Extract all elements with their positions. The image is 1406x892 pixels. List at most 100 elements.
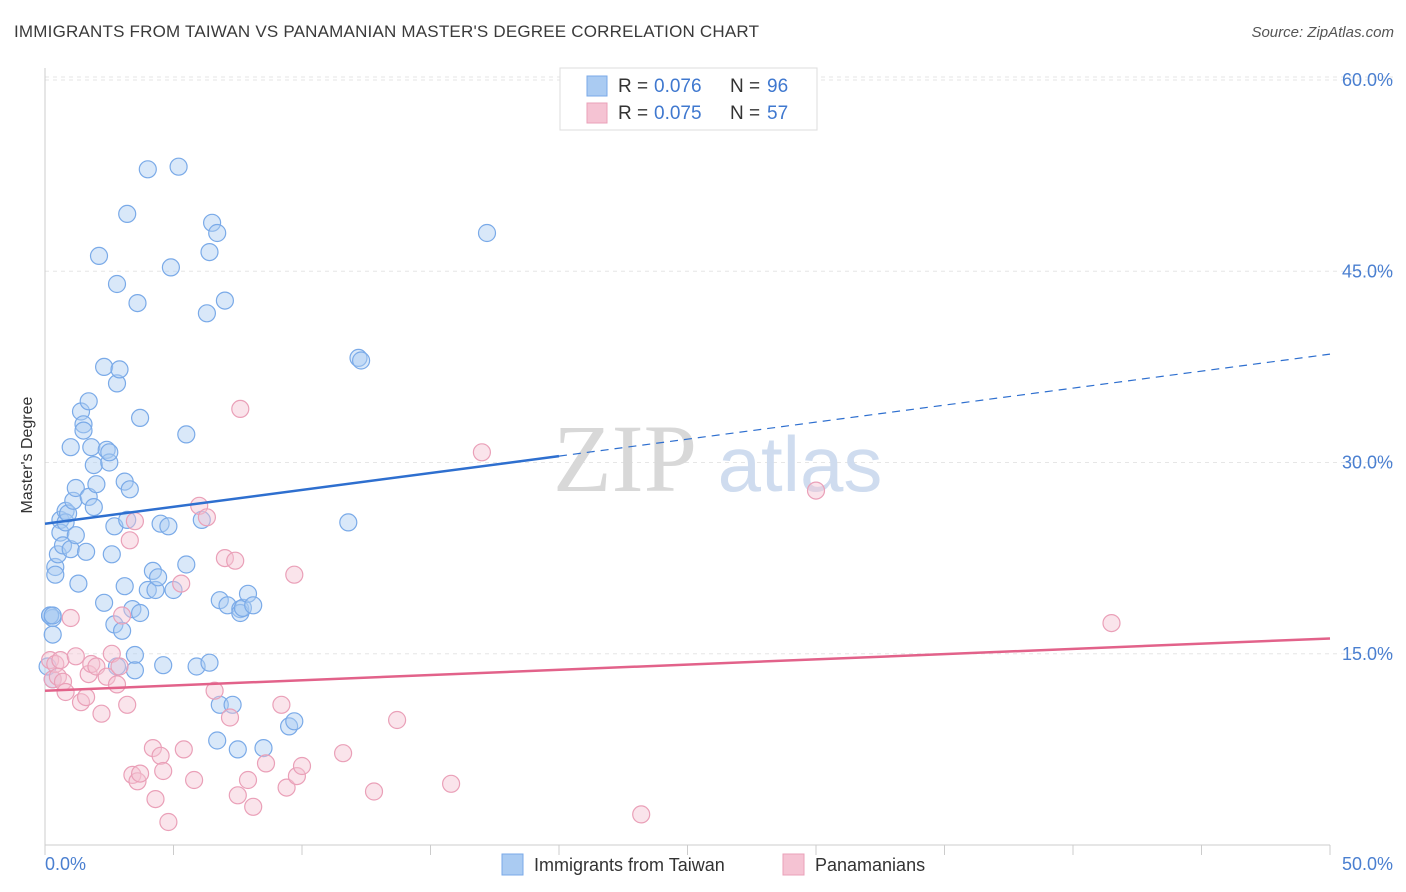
source-label: Source: ZipAtlas.com (1251, 24, 1394, 41)
trend-line-panamanians (44, 637, 1331, 692)
series-taiwan (38, 157, 497, 759)
data-point (256, 754, 276, 773)
grid (45, 76, 1393, 655)
data-point (197, 304, 216, 323)
data-point (364, 782, 384, 801)
bottom-legend-label-taiwan: Immigrants from Taiwan (534, 855, 725, 875)
data-point (112, 606, 132, 625)
data-point (472, 443, 491, 462)
legend-n-value-taiwan: 96 (767, 76, 788, 97)
data-point (388, 710, 407, 730)
y-tick-label: 30.0% (1342, 453, 1393, 473)
data-point (118, 510, 137, 530)
y-tick-label: 45.0% (1342, 261, 1393, 281)
data-point (102, 545, 121, 564)
data-point (238, 584, 258, 603)
x-tick-label: 50.0% (1342, 854, 1393, 874)
data-point (43, 606, 62, 625)
data-point (272, 695, 291, 714)
data-point (149, 568, 168, 587)
trend-line-taiwan (44, 454, 560, 525)
data-point (177, 425, 196, 444)
data-point (61, 608, 80, 628)
data-point (208, 731, 227, 750)
data-point (107, 374, 127, 393)
data-point (244, 797, 263, 816)
data-point (192, 510, 211, 530)
data-point (125, 661, 144, 680)
data-point (174, 740, 193, 759)
data-point (74, 415, 93, 434)
legend-swatch-taiwan (586, 75, 608, 97)
data-point (89, 246, 109, 265)
data-point (477, 223, 497, 243)
tick-labels: 15.0% 30.0% 45.0% 60.0% 0.0% 50.0% (45, 70, 1393, 874)
watermark: ZIP atlas (553, 405, 882, 512)
data-point (339, 513, 358, 532)
data-point (43, 625, 62, 644)
data-point (74, 421, 93, 440)
data-point (280, 717, 299, 736)
legend-r-value-panamanians: 0.075 (654, 103, 702, 124)
data-point (131, 603, 150, 623)
data-point (84, 498, 103, 517)
data-point (285, 712, 304, 731)
data-point (161, 258, 180, 277)
data-point (254, 738, 273, 758)
bottom-legend-swatch-panamanians (782, 853, 805, 876)
data-point (125, 645, 144, 665)
data-point (228, 740, 247, 759)
y-tick-label: 15.0% (1342, 644, 1393, 664)
legend-swatch-panamanians (586, 102, 608, 124)
data-point (61, 540, 80, 559)
data-point (71, 693, 91, 712)
data-point (92, 704, 111, 723)
data-point (46, 565, 65, 584)
data-point (76, 542, 96, 561)
data-point (97, 667, 116, 686)
data-point (233, 598, 252, 618)
data-point (79, 392, 98, 411)
data-point (82, 438, 101, 457)
legend-n-value-panamanians: 57 (767, 103, 788, 124)
x-tick-label: 0.0% (45, 854, 86, 874)
data-point (112, 621, 132, 640)
trend-line-taiwan-projection (558, 353, 1331, 457)
data-point (118, 204, 137, 223)
bottom-legend-label-panamanians: Panamanians (815, 855, 925, 875)
data-point (138, 580, 157, 600)
data-point (51, 650, 70, 670)
data-point (226, 551, 245, 570)
data-point (100, 443, 119, 462)
legend-r-value-taiwan: 0.076 (654, 76, 702, 97)
data-point (115, 577, 134, 596)
data-point (200, 653, 219, 672)
data-point (131, 408, 150, 427)
data-point (61, 438, 80, 457)
data-point (69, 574, 88, 593)
data-point (107, 274, 127, 294)
data-point (146, 789, 165, 809)
data-point (205, 681, 224, 700)
data-point (87, 475, 106, 494)
data-point (138, 160, 157, 179)
data-point (110, 360, 129, 379)
bottom-legend-swatch-taiwan (501, 853, 524, 876)
data-point (66, 526, 85, 545)
data-point (107, 675, 127, 694)
legend-r-label-panamanians: R = (618, 103, 648, 124)
data-point (244, 596, 263, 615)
data-point (120, 531, 139, 550)
watermark-zip: ZIP (553, 405, 697, 512)
trend-lines (44, 353, 1331, 692)
data-point (120, 480, 139, 499)
data-point (215, 548, 234, 568)
axes (44, 68, 1331, 855)
data-point (632, 805, 651, 824)
data-point (66, 478, 85, 498)
data-point (285, 565, 304, 584)
data-point (220, 708, 240, 727)
bottom-legend: Immigrants from Taiwan Panamanians (501, 853, 925, 876)
data-point (231, 399, 250, 418)
data-point (66, 647, 85, 666)
